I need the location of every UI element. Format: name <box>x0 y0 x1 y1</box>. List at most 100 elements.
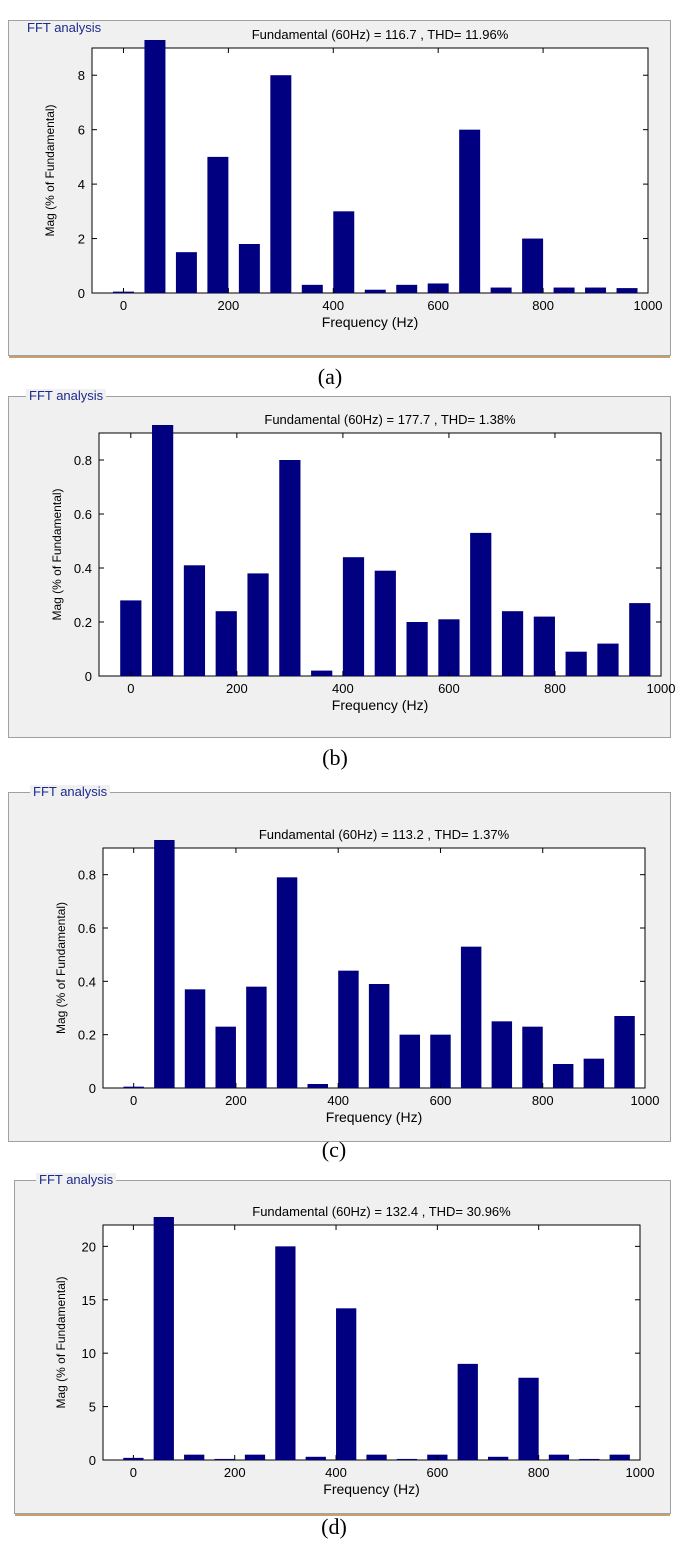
bar <box>153 1217 174 1460</box>
bar <box>548 1454 570 1460</box>
bar <box>616 288 638 293</box>
bar <box>501 611 524 676</box>
bar <box>585 287 607 293</box>
bar <box>609 1454 630 1460</box>
x-tick-label: 400 <box>322 298 344 313</box>
x-tick-label: 0 <box>130 1093 137 1108</box>
bar <box>152 425 174 676</box>
x-tick-label: 1000 <box>634 298 663 313</box>
x-axis-label: Frequency (Hz) <box>322 314 418 330</box>
x-tick-label: 1000 <box>626 1465 655 1480</box>
bar <box>470 532 492 676</box>
bar <box>459 129 481 293</box>
x-tick-label: 800 <box>532 1093 554 1108</box>
x-tick-label: 400 <box>332 681 354 696</box>
bar <box>215 1026 236 1088</box>
y-tick-label: 0 <box>89 1453 96 1468</box>
bar <box>396 1458 418 1460</box>
bar <box>333 211 355 293</box>
y-tick-label: 0 <box>85 669 92 684</box>
bar <box>342 557 365 676</box>
bar <box>366 1454 387 1460</box>
bar <box>238 244 260 293</box>
y-tick-label: 10 <box>82 1346 96 1361</box>
bar <box>270 75 292 293</box>
x-tick-label: 600 <box>427 1465 449 1480</box>
fft-chart-b: 0 200 400 600 800 1000 0 0.2 0.4 0.6 0.8 Fundamenta… <box>50 412 676 713</box>
bar <box>247 573 269 676</box>
x-tick-label: 0 <box>127 681 134 696</box>
bar <box>336 1308 357 1460</box>
bar <box>183 565 206 676</box>
bar <box>154 840 175 1088</box>
x-axis-label: Frequency (Hz) <box>326 1109 422 1125</box>
x-tick-label: 600 <box>430 1093 452 1108</box>
bar <box>276 877 298 1088</box>
y-axis-label: Mag (% of Fundamental) <box>43 104 57 236</box>
chart-title: Fundamental (60Hz) = 177.7 , THD= 1.38% <box>264 412 516 427</box>
y-axis-label: Mag (% of Fundamental) <box>54 1276 68 1408</box>
x-tick-label: 1000 <box>631 1093 660 1108</box>
bar <box>244 1454 266 1460</box>
x-tick-label: 200 <box>218 298 240 313</box>
bar <box>275 1246 296 1460</box>
y-tick-label: 2 <box>78 232 85 247</box>
bar <box>396 284 418 293</box>
bar <box>207 156 229 293</box>
x-tick-label: 200 <box>226 681 248 696</box>
y-tick-label: 0.4 <box>74 561 92 576</box>
bar <box>438 619 460 676</box>
bar <box>533 616 555 676</box>
bar <box>583 1058 605 1088</box>
panel-bottom-edge <box>15 1514 670 1516</box>
bar <box>518 1377 539 1460</box>
bar <box>364 289 386 293</box>
y-tick-label: 0 <box>78 286 85 301</box>
x-tick-label: 0 <box>120 298 127 313</box>
bar <box>430 1034 451 1088</box>
y-tick-label: 5 <box>89 1400 96 1415</box>
fft-chart-a: 0 200 400 600 800 1000 0 2 4 6 8 Fundamental (60Hz)… <box>43 27 663 330</box>
y-tick-label: 0 <box>89 1081 96 1096</box>
y-tick-label: 8 <box>78 68 85 83</box>
bar <box>120 600 142 676</box>
chart-title: Fundamental (60Hz) = 116.7 , THD= 11.96% <box>252 27 509 42</box>
caption-a: (a) <box>317 364 343 389</box>
bar <box>184 989 206 1088</box>
bar <box>457 1363 478 1460</box>
x-axis-label: Frequency (Hz) <box>323 1481 419 1497</box>
bar <box>399 1034 421 1088</box>
x-tick-label: 800 <box>528 1465 550 1480</box>
y-tick-label: 0.8 <box>78 868 96 883</box>
panel-bottom-edge <box>9 356 670 358</box>
y-axis-label: Mag (% of Fundamental) <box>54 902 68 1034</box>
x-tick-label: 600 <box>438 681 460 696</box>
bar <box>597 643 619 676</box>
bar <box>301 284 323 293</box>
bar <box>305 1456 326 1460</box>
bar <box>279 460 301 676</box>
bar <box>522 238 544 293</box>
y-tick-label: 0.6 <box>78 921 96 936</box>
bar <box>368 984 390 1088</box>
bar <box>215 611 237 676</box>
fft-chart-c: 0 200 400 600 800 1000 0 0.2 0.4 0.6 0.8 Fundamenta… <box>54 827 660 1125</box>
x-tick-label: 200 <box>224 1465 246 1480</box>
bar <box>522 1026 543 1088</box>
y-tick-label: 0.4 <box>78 974 96 989</box>
panel-title-d: FFT analysis <box>36 1173 117 1187</box>
x-tick-label: 0 <box>130 1465 137 1480</box>
bar <box>338 970 359 1088</box>
panel-title-a: FFT analysis <box>24 21 105 35</box>
x-tick-label: 1000 <box>647 681 676 696</box>
bar <box>184 1454 205 1460</box>
bar <box>144 40 166 293</box>
bar <box>552 1064 574 1088</box>
plot-area <box>102 1224 641 1461</box>
y-axis-label: Mag (% of Fundamental) <box>50 488 64 620</box>
bar <box>374 570 396 676</box>
panel-title-b: FFT analysis <box>26 389 107 403</box>
y-tick-label: 20 <box>82 1239 96 1254</box>
caption-d: (d) <box>321 1514 347 1539</box>
y-tick-label: 0.6 <box>74 507 92 522</box>
